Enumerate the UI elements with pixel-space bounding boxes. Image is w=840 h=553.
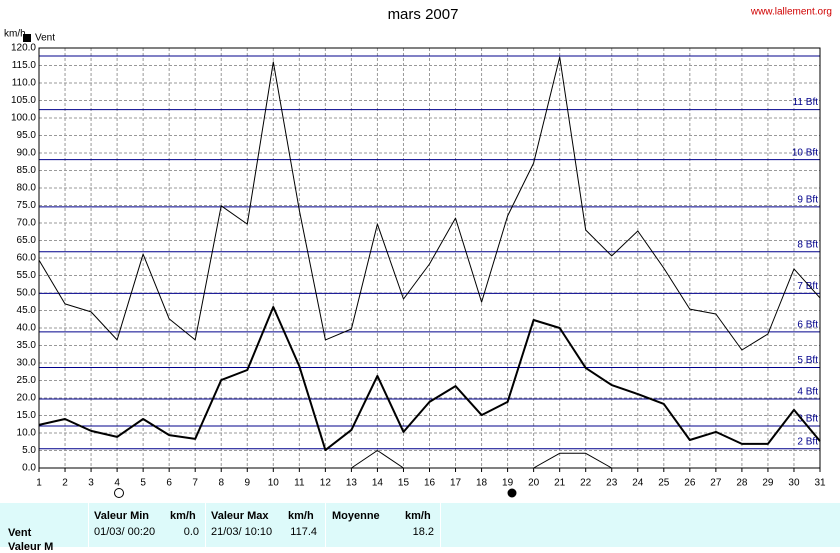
legend-swatch xyxy=(23,34,31,42)
cell: 0.0 xyxy=(183,526,199,538)
x-tick-label: 20 xyxy=(528,478,540,489)
separator xyxy=(325,503,326,547)
x-tick-label: 12 xyxy=(320,478,332,489)
series-line xyxy=(38,306,821,452)
x-tick-label: 19 xyxy=(502,478,514,489)
y-tick-label: 115.0 xyxy=(12,60,37,71)
bft-label: 10 Bft xyxy=(792,147,818,158)
cell: 01/03/ 00:20 xyxy=(94,526,156,538)
x-tick-label: 5 xyxy=(140,478,146,489)
x-tick-label: 27 xyxy=(710,478,722,489)
bft-label: 3 Bft xyxy=(797,414,818,425)
chart-title: mars 2007 xyxy=(388,6,459,23)
series-line xyxy=(39,450,820,469)
y-tick-label: 105.0 xyxy=(11,95,36,106)
x-tick-label: 8 xyxy=(218,478,224,489)
full-moon xyxy=(114,488,124,498)
series-line xyxy=(38,56,821,351)
y-tick-label: 85.0 xyxy=(17,165,37,176)
y-tick-label: 20.0 xyxy=(17,393,37,404)
x-tick-label: 4 xyxy=(114,478,120,489)
bft-label: 9 Bft xyxy=(797,195,818,206)
legend-label: Vent xyxy=(35,33,55,44)
x-tick-label: 26 xyxy=(684,478,696,489)
y-tick-label: 45.0 xyxy=(17,305,37,316)
x-tick-label: 18 xyxy=(476,478,488,489)
y-tick-label: 120.0 xyxy=(11,43,36,54)
bft-label: 11 Bft xyxy=(793,97,819,108)
y-tick-label: 110.0 xyxy=(12,78,37,89)
x-tick-label: 14 xyxy=(372,478,384,489)
y-tick-label: 50.0 xyxy=(17,288,37,299)
separator xyxy=(88,503,89,547)
x-tick-label: 29 xyxy=(762,478,774,489)
bft-label: 6 Bft xyxy=(797,319,818,330)
header: Moyenne xyxy=(332,510,380,522)
x-tick-label: 23 xyxy=(606,478,618,489)
row-label: Vent xyxy=(8,527,32,539)
x-tick-label: 1 xyxy=(36,478,42,489)
header: km/h xyxy=(170,510,196,522)
y-tick-label: 30.0 xyxy=(17,358,37,369)
y-tick-label: 70.0 xyxy=(17,218,37,229)
x-tick-label: 28 xyxy=(736,478,748,489)
separator xyxy=(205,503,206,547)
x-tick-label: 3 xyxy=(88,478,94,489)
y-tick-label: 40.0 xyxy=(17,323,37,334)
x-tick-label: 6 xyxy=(166,478,172,489)
x-tick-label: 2 xyxy=(62,478,68,489)
x-tick-label: 25 xyxy=(658,478,670,489)
y-tick-label: 75.0 xyxy=(17,200,37,211)
bft-label: 4 Bft xyxy=(797,387,818,398)
bft-label: 5 Bft xyxy=(797,355,818,366)
bft-label: 2 Bft xyxy=(797,436,818,447)
separator xyxy=(440,503,441,547)
x-tick-label: 17 xyxy=(450,478,462,489)
y-label: km/h xyxy=(4,29,26,40)
y-tick-label: 15.0 xyxy=(17,410,37,421)
y-tick-label: 25.0 xyxy=(17,375,37,386)
x-tick-label: 31 xyxy=(814,478,826,489)
summary-table: Valeur Min km/h Valeur Max km/h Moyenne … xyxy=(0,503,840,553)
y-tick-label: 90.0 xyxy=(17,148,37,159)
x-tick-label: 21 xyxy=(554,478,566,489)
header: km/h xyxy=(288,510,314,522)
x-tick-label: 7 xyxy=(192,478,198,489)
bft-label: 8 Bft xyxy=(797,239,818,250)
y-tick-label: 80.0 xyxy=(17,183,37,194)
chart: mars 2007 www.lallement.org km/h 0.0 5.0 1… xyxy=(4,6,832,498)
header: km/h xyxy=(405,510,431,522)
y-tick-label: 10.0 xyxy=(17,428,37,439)
new-moon xyxy=(507,488,517,498)
cell: 117.4 xyxy=(290,526,317,538)
header: Valeur Min xyxy=(94,510,150,522)
y-tick-label: 0.0 xyxy=(22,463,36,474)
x-tick-label: 15 xyxy=(398,478,410,489)
y-tick-label: 60.0 xyxy=(17,253,37,264)
header: Valeur Max xyxy=(211,510,269,522)
x-tick-label: 13 xyxy=(346,478,358,489)
cell: 21/03/ 10:10 xyxy=(211,526,273,538)
x-tick-label: 16 xyxy=(424,478,436,489)
y-tick-label: 35.0 xyxy=(17,340,37,351)
row-label: Valeur M xyxy=(8,541,54,553)
y-tick-label: 100.0 xyxy=(11,113,36,124)
x-tick-label: 11 xyxy=(294,478,305,489)
y-tick-label: 55.0 xyxy=(17,270,37,281)
source: www.lallement.org xyxy=(750,7,832,18)
y-tick-label: 95.0 xyxy=(17,130,37,141)
cell: 18.2 xyxy=(412,526,434,538)
x-tick-label: 10 xyxy=(268,478,280,489)
x-tick-label: 22 xyxy=(580,478,592,489)
y-tick-label: 65.0 xyxy=(17,235,37,246)
x-tick-label: 30 xyxy=(788,478,800,489)
x-tick-label: 9 xyxy=(244,478,250,489)
x-tick-label: 24 xyxy=(632,478,644,489)
y-tick-label: 5.0 xyxy=(22,445,36,456)
bft-label: 7 Bft xyxy=(797,281,818,292)
